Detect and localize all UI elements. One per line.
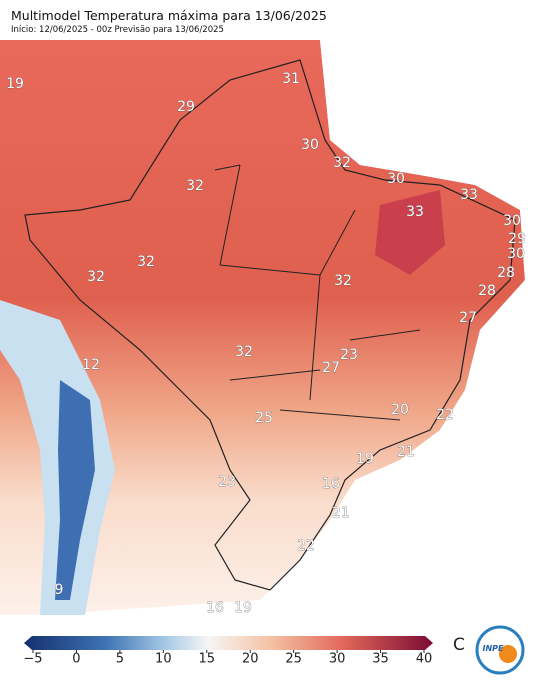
temp-label: 29 <box>177 99 195 115</box>
temp-label: 19 <box>234 600 252 616</box>
land-field <box>0 40 525 615</box>
temp-label: 28 <box>497 265 515 281</box>
temp-label: 33 <box>406 204 424 220</box>
temp-label: 32 <box>235 344 253 360</box>
temp-label: 25 <box>255 410 273 426</box>
colorbar-unit: C <box>453 635 465 655</box>
temp-label: 28 <box>478 283 496 299</box>
logo-text: INPE <box>483 644 505 653</box>
colorbar: −5 0 5 10 15 20 25 30 35 40 <box>23 636 433 667</box>
temp-label: 27 <box>459 310 477 326</box>
temp-label: 30 <box>507 246 525 262</box>
temp-label: 30 <box>301 137 319 153</box>
temp-label: 16 <box>206 600 224 616</box>
hot-core <box>375 190 445 275</box>
temp-label: 32 <box>333 155 351 171</box>
temp-label: 19 <box>6 76 24 92</box>
colorbar-tick-label: 20 <box>242 652 259 667</box>
andes-cool <box>0 300 115 615</box>
temp-label: 9 <box>55 582 64 598</box>
temp-label: 20 <box>391 402 409 418</box>
ocean <box>240 40 542 615</box>
temp-label: 27 <box>322 360 340 376</box>
colorbar-tick-label: −5 <box>23 652 42 667</box>
temp-label: 33 <box>460 187 478 203</box>
colorbar-tick-label: 30 <box>329 652 346 667</box>
colorbar-tick-label: 40 <box>416 652 433 667</box>
temp-label: 29 <box>508 231 526 247</box>
temp-label: 22 <box>436 407 454 423</box>
logo-sun <box>499 645 517 663</box>
temp-label: 21 <box>332 505 350 521</box>
temp-label: 12 <box>82 357 100 373</box>
colorbar-tick-label: 0 <box>72 652 80 667</box>
colorbar-tick-label: 35 <box>372 652 389 667</box>
temp-label: 31 <box>282 71 300 87</box>
temp-label: 32 <box>186 178 204 194</box>
colorbar-ramp <box>24 636 433 650</box>
colorbar-tick-label: 15 <box>199 652 216 667</box>
temp-label: 32 <box>137 254 155 270</box>
temp-label: 23 <box>340 347 358 363</box>
temp-label: 30 <box>387 171 405 187</box>
temp-label: 32 <box>87 269 105 285</box>
temp-label: 16 <box>322 476 340 492</box>
temp-label: 22 <box>297 538 315 554</box>
subtitle: Início: 12/06/2025 - 00z Previsão para 1… <box>11 25 224 35</box>
map-labels: 19 29 31 30 32 32 30 33 33 30 29 30 28 2… <box>6 71 526 617</box>
colorbar-tick-label: 5 <box>116 652 124 667</box>
state-borders <box>214 164 421 421</box>
andes-cold <box>55 380 95 600</box>
temp-label: 19 <box>356 451 374 467</box>
temp-label: 23 <box>218 474 236 490</box>
title: Multimodel Temperatura máxima para 13/06… <box>11 8 327 23</box>
temp-label: 32 <box>334 273 352 289</box>
temp-label: 21 <box>397 444 415 460</box>
temp-label: 30 <box>503 213 521 229</box>
colorbar-tick-label: 25 <box>285 652 302 667</box>
colorbar-tick-label: 10 <box>155 652 172 667</box>
brazil-border <box>24 59 516 591</box>
